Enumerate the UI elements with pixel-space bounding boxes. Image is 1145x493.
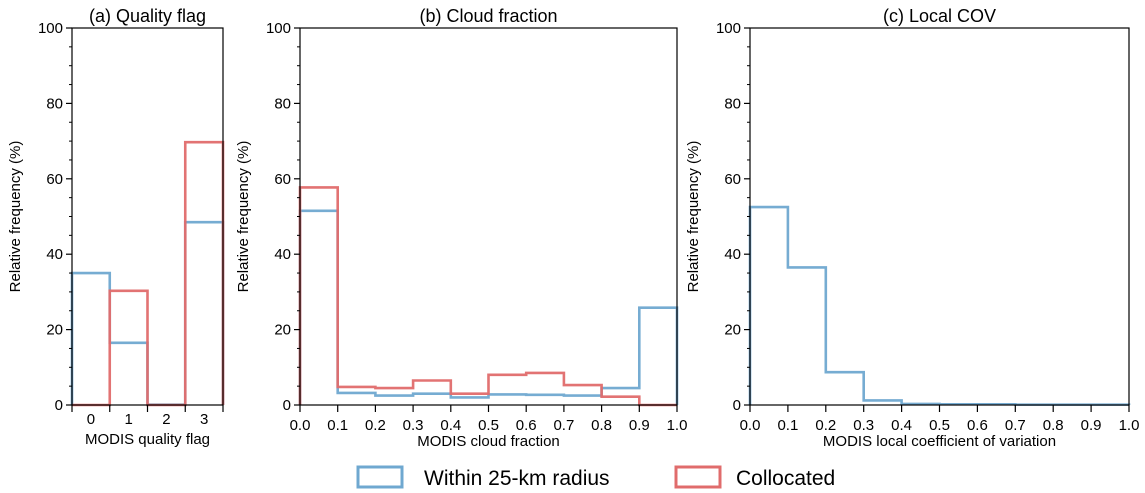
x-tick-label: 0.5 (929, 417, 950, 434)
x-tick-label: 0.2 (365, 417, 386, 434)
legend: Within 25-km radius Collocated (356, 465, 835, 490)
y-tick-label: 40 (724, 246, 741, 263)
x-tick-label: 0.3 (403, 417, 424, 434)
x-tick-label: 0.5 (478, 417, 499, 434)
y-tick-label: 100 (38, 20, 63, 37)
y-tick-label: 0 (55, 397, 63, 414)
x-tick-label: 0.7 (1005, 417, 1026, 434)
y-tick-label: 40 (274, 246, 291, 263)
x-tick-label: 0.0 (740, 417, 761, 434)
x-tick-label: 0.9 (629, 417, 650, 434)
series-within-line (298, 209, 679, 405)
y-tick-label: 60 (724, 171, 741, 188)
x-tick-label: 0.4 (440, 417, 461, 434)
x-tick-label: 0.6 (967, 417, 988, 434)
y-tick-label: 0 (283, 397, 291, 414)
x-tick-label: 0.6 (516, 417, 537, 434)
y-tick-label: 80 (46, 95, 63, 112)
y-axis-label: Relative frequency (%) (685, 141, 702, 293)
x-axis-label: MODIS quality flag (85, 431, 210, 448)
x-tick-label: 0.0 (290, 417, 311, 434)
y-tick-label: 60 (274, 171, 291, 188)
panel-3: 0 20 40 60 80 100 0.0 0.1 0.2 0.3 0.4 0.5 0.6 0.7 0.8 0… (685, 6, 1139, 450)
x-tick-label: 0.3 (853, 417, 874, 434)
x-tick-label: 3 (200, 411, 208, 428)
x-tick-label: 0.2 (815, 417, 836, 434)
y-tick-label: 20 (724, 322, 741, 339)
panel-title: (c) Local COV (883, 6, 996, 26)
x-tick-label: 0 (87, 411, 95, 428)
y-tick-label: 60 (46, 171, 63, 188)
y-tick-label: 80 (724, 95, 741, 112)
y-tick-label: 100 (266, 20, 291, 37)
x-tick-label: 0.9 (1081, 417, 1102, 434)
panel-1: 0 20 40 60 80 100 0 1 2 3 (a) Quality flag MODIS qu… (7, 6, 225, 448)
x-tick-label: 0.1 (777, 417, 798, 434)
panel-2: 0 20 40 60 80 100 0.0 0.1 0.2 0.3 0.4 0.5 0.6 0.7 0.8 0… (235, 6, 687, 450)
plot-frame (299, 27, 678, 406)
y-tick-label: 100 (716, 20, 741, 37)
x-tick-label: 0.7 (553, 417, 574, 434)
panel-title: (b) Cloud fraction (419, 6, 557, 26)
y-axis-label: Relative frequency (%) (235, 141, 252, 293)
x-axis-label: MODIS cloud fraction (417, 433, 560, 450)
y-tick-label: 20 (274, 322, 291, 339)
x-tick-label: 1.0 (667, 417, 688, 434)
legend-swatch-within (356, 465, 404, 489)
x-tick-label: 1.0 (1119, 417, 1140, 434)
y-tick-label: 80 (274, 95, 291, 112)
legend-label-collocated: Collocated (736, 467, 835, 490)
chart-panels: 0 20 40 60 80 100 0 1 2 3 (a) Quality flag MODIS qu… (7, 6, 1139, 450)
x-tick-label: 0.8 (1043, 417, 1064, 434)
x-tick-label: 1 (124, 411, 132, 428)
y-axis-label: Relative frequency (%) (7, 141, 24, 293)
x-tick-label: 0.1 (327, 417, 348, 434)
x-axis-label: MODIS local coefficient of variation (823, 433, 1056, 450)
x-tick-label: 2 (162, 411, 170, 428)
y-tick-label: 20 (46, 322, 63, 339)
series-within-line (748, 205, 1131, 406)
legend-swatch-collocated (674, 465, 722, 489)
panel-title: (a) Quality flag (89, 6, 206, 26)
series-collocated-line (298, 186, 677, 407)
plot-frame (749, 27, 1130, 406)
x-tick-label: 0.4 (891, 417, 912, 434)
legend-label-within: Within 25-km radius (424, 467, 610, 490)
y-tick-label: 40 (46, 246, 63, 263)
y-tick-label: 0 (733, 397, 741, 414)
x-tick-label: 0.8 (591, 417, 612, 434)
